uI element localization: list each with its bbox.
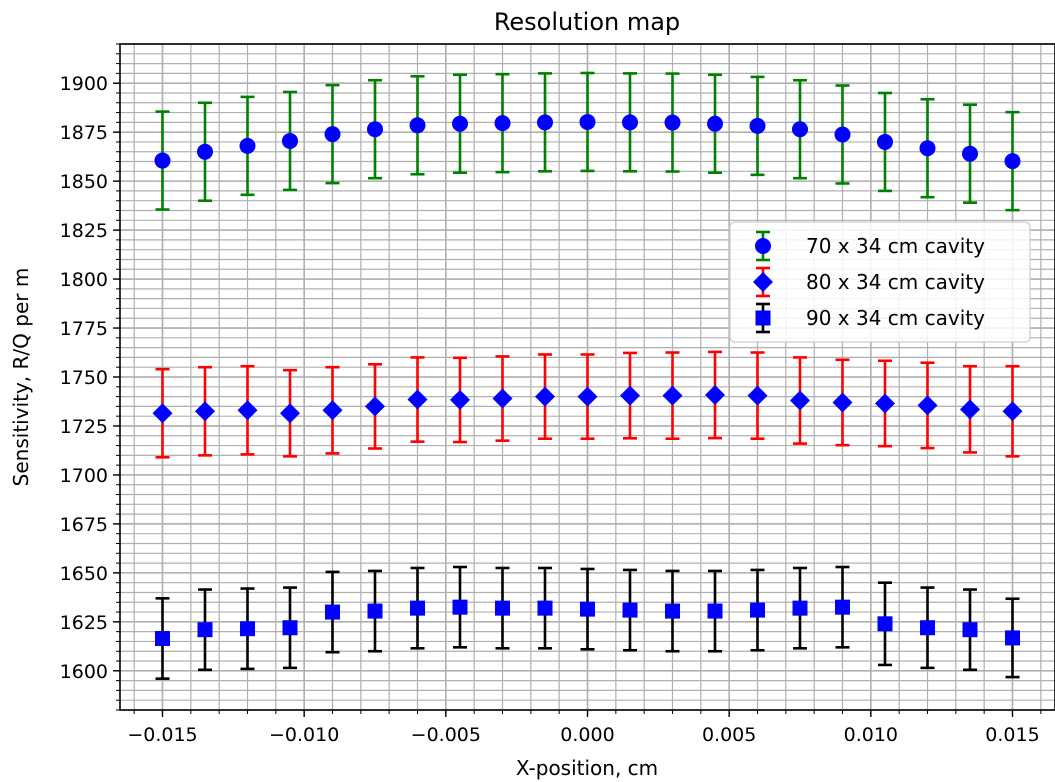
data-point [962, 622, 978, 638]
data-point [707, 603, 723, 619]
data-point [452, 599, 468, 615]
x-tick-label: 0.005 [702, 724, 756, 746]
data-point [282, 620, 298, 636]
data-point [747, 385, 768, 406]
data-point [622, 114, 638, 131]
y-tick-label: 1850 [60, 171, 108, 193]
data-point [665, 603, 680, 619]
data-point [155, 631, 170, 647]
data-point [154, 152, 171, 169]
legend-label: 80 x 34 cm cavity [806, 270, 985, 294]
data-point [917, 395, 938, 416]
data-point [577, 386, 598, 407]
y-tick-label: 1825 [60, 220, 108, 242]
data-point [324, 126, 341, 143]
legend-marker [753, 272, 773, 292]
x-tick-label: −0.010 [269, 724, 339, 746]
data-point [537, 600, 553, 616]
data-point [707, 115, 723, 132]
x-tick-label: 0.010 [844, 724, 898, 746]
data-point [664, 114, 681, 131]
data-point [365, 396, 385, 417]
data-point [197, 143, 213, 160]
data-point [197, 622, 213, 638]
plot-area: 1600 1625 1650 1675 1700 1725 1750 1775 1800 1825… [60, 43, 1055, 746]
data-point [792, 121, 808, 138]
data-point [877, 616, 893, 632]
data-point [919, 140, 936, 157]
y-tick-label: 1800 [60, 269, 108, 291]
legend-marker [755, 310, 771, 326]
y-tick-label: 1725 [60, 416, 108, 438]
x-tick-label: 0.000 [560, 724, 614, 746]
chart-title: Resolution map [494, 8, 680, 36]
data-point [195, 401, 215, 422]
y-tick-label: 1625 [60, 612, 108, 634]
data-point [410, 600, 425, 616]
data-point [280, 403, 300, 424]
data-point [962, 145, 978, 162]
y-tick-label: 1650 [60, 563, 108, 585]
data-point [622, 602, 638, 618]
legend-box [729, 221, 1031, 343]
legend-label: 70 x 34 cm cavity [806, 234, 985, 258]
data-point [579, 113, 596, 130]
data-point [239, 137, 256, 154]
data-point [1002, 401, 1023, 422]
data-point [1005, 630, 1020, 646]
data-point [452, 115, 468, 132]
data-point [282, 132, 298, 149]
x-tick-label: −0.015 [127, 724, 197, 746]
data-point [535, 386, 555, 407]
x-axis-label: X-position, cm [516, 756, 658, 780]
data-point [152, 403, 173, 424]
data-point [792, 600, 808, 616]
data-point [237, 400, 258, 421]
data-point [662, 385, 683, 406]
data-point [960, 399, 980, 420]
data-point [240, 621, 255, 637]
y-tick-label: 1675 [60, 514, 108, 536]
data-point [620, 385, 640, 406]
y-tick-label: 1600 [60, 661, 108, 683]
y-tick-label: 1900 [60, 73, 108, 95]
y-tick-label: 1875 [60, 122, 108, 144]
y-tick-label: 1700 [60, 465, 108, 487]
data-point [750, 602, 765, 618]
data-point [920, 620, 935, 636]
data-point [749, 117, 766, 134]
data-point [492, 388, 513, 409]
legend-marker [755, 238, 771, 254]
data-point [494, 115, 511, 132]
data-point [495, 600, 510, 616]
data-point [834, 126, 851, 143]
data-point [580, 601, 595, 617]
x-tick-label: −0.005 [411, 724, 481, 746]
legend-label: 90 x 34 cm cavity [806, 306, 985, 330]
data-point [877, 133, 893, 150]
data-point [537, 114, 553, 131]
data-point [705, 385, 725, 406]
data-point [832, 392, 853, 413]
data-point [322, 400, 343, 421]
data-point [450, 389, 470, 410]
data-point [367, 121, 383, 138]
y-axis-label: Sensitivity, R/Q per m [9, 268, 33, 487]
data-point [835, 599, 850, 615]
y-tick-label: 1775 [60, 318, 108, 340]
data-point [1004, 153, 1021, 170]
data-point [407, 389, 428, 410]
data-point [367, 603, 383, 619]
data-point [409, 117, 426, 134]
data-point [875, 393, 895, 414]
data-point [325, 604, 340, 620]
x-tick-label: 0.015 [985, 724, 1039, 746]
data-point [790, 390, 810, 411]
y-tick-label: 1750 [60, 367, 108, 389]
